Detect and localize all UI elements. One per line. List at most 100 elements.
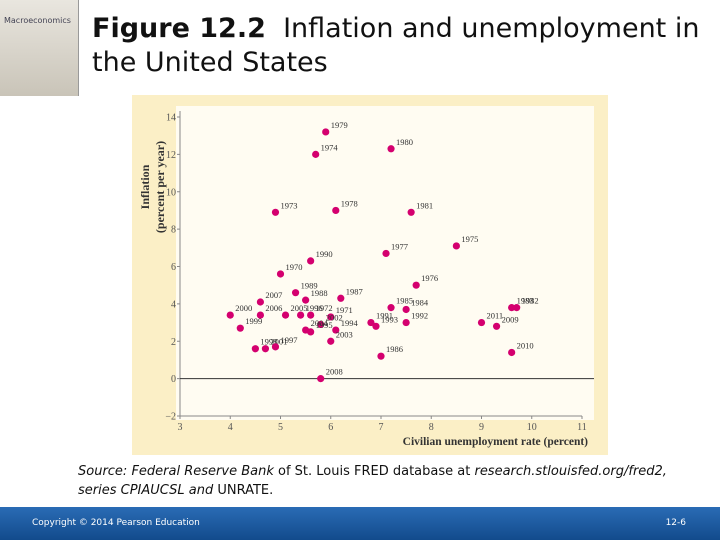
- point-label: 1995: [316, 320, 333, 330]
- data-point: [226, 311, 234, 319]
- book-cover: Macroeconomics: [0, 0, 79, 96]
- x-tick-label: 11: [577, 422, 587, 433]
- point-label: 1979: [331, 120, 348, 130]
- slide-title: Figure 12.2 Inflation and unemployment i…: [92, 12, 720, 80]
- point-label: 1980: [396, 137, 413, 147]
- point-label: 1972: [316, 303, 333, 313]
- y-tick-label: 0: [171, 374, 176, 385]
- x-axis-title: Civilian unemployment rate (percent): [403, 436, 589, 448]
- data-point: [452, 242, 460, 250]
- data-point: [402, 318, 410, 327]
- y-tick-label: 4: [171, 299, 176, 310]
- point-label: 1994: [341, 318, 359, 328]
- y-tick-label: 10: [166, 187, 176, 198]
- point-label: 1986: [386, 344, 403, 354]
- point-label: 1982: [522, 296, 539, 306]
- data-point: [402, 305, 410, 314]
- data-point: [508, 348, 516, 357]
- data-point: [256, 311, 264, 319]
- data-point: [387, 304, 395, 312]
- data-point: [256, 298, 264, 306]
- point-label: 1999: [245, 316, 262, 326]
- point-label: 2010: [517, 340, 534, 350]
- x-tick-label: 8: [429, 422, 434, 433]
- plot-area: [176, 106, 594, 420]
- data-point: [382, 249, 390, 258]
- point-label: 1992: [411, 311, 428, 321]
- data-point: [317, 375, 325, 383]
- x-tick-label: 7: [379, 422, 384, 433]
- point-label: 2011: [487, 311, 504, 321]
- y-tick-label: 8: [171, 225, 176, 236]
- chart: −2 0 2 4 6 8 10 12 14 3 4 5 6 7 8 9 10 11 Civilian unemplo…: [132, 95, 608, 455]
- data-point: [317, 320, 325, 329]
- data-point: [251, 345, 259, 353]
- data-point: [327, 313, 335, 321]
- y-tick-label: 6: [171, 262, 176, 273]
- point-label: 1990: [316, 249, 333, 259]
- point-label: 1996: [306, 303, 323, 313]
- point-label: 2006: [265, 303, 282, 313]
- data-point: [236, 324, 244, 332]
- data-point: [492, 322, 501, 330]
- figure-label: Figure 12.2: [92, 13, 266, 44]
- point-label: 1970: [286, 262, 303, 272]
- y-tick-label: 12: [166, 150, 176, 161]
- x-tick-label: 9: [479, 422, 484, 433]
- point-label: 1978: [341, 198, 358, 208]
- data-point: [307, 257, 315, 265]
- data-point: [508, 304, 516, 312]
- point-label: 2007: [265, 290, 282, 300]
- chart-title: Inflation and unemployment in the United…: [92, 13, 700, 78]
- data-point: [337, 294, 345, 302]
- point-label: 1987: [346, 286, 363, 296]
- data-point: [312, 150, 320, 158]
- data-point: [327, 337, 335, 345]
- x-tick-label: 6: [328, 422, 333, 433]
- y-axis-title-line: Inflation: [138, 164, 152, 209]
- point-label: 2004: [311, 318, 329, 328]
- point-label: 2001: [270, 337, 287, 347]
- data-point: [307, 311, 315, 319]
- point-label: 2008: [326, 367, 343, 377]
- data-point: [307, 328, 315, 336]
- point-label: 2003: [336, 329, 353, 339]
- source-text: Source: Federal Reserve Bank: [78, 464, 274, 479]
- data-point: [291, 289, 300, 297]
- footer: Copyright © 2014 Pearson Education 12-6: [0, 507, 720, 540]
- page-number: 12-6: [665, 518, 686, 528]
- point-label: 1984: [411, 297, 429, 307]
- source-text: series CPIAUCSL: [78, 483, 185, 498]
- point-label: 1971: [336, 305, 353, 315]
- data-point: [322, 128, 330, 136]
- point-label: 2005: [291, 303, 308, 313]
- data-point: [412, 281, 420, 289]
- data-point: [297, 311, 305, 319]
- point-label: 1985: [396, 296, 413, 306]
- point-label: 1997: [280, 335, 297, 345]
- data-point: [367, 318, 375, 327]
- source-text: and: [184, 483, 214, 498]
- point-label: 1998: [260, 337, 277, 347]
- point-label: 2002: [326, 312, 343, 322]
- data-point: [261, 345, 270, 353]
- data-point: [513, 304, 521, 312]
- source-text: of St. Louis FRED database at: [273, 464, 475, 479]
- data-point: [477, 318, 486, 327]
- point-label: 2009: [502, 314, 519, 324]
- cover-title: Macroeconomics: [4, 16, 71, 25]
- point-label: 1974: [321, 142, 339, 152]
- point-label: 1976: [421, 273, 438, 283]
- y-tick-label: −2: [165, 412, 176, 423]
- data-point: [276, 270, 285, 278]
- data-point: [281, 311, 290, 319]
- point-label: 1983: [517, 296, 534, 306]
- data-point: [372, 322, 380, 330]
- y-axis-title: Inflation(percent per year): [138, 141, 167, 233]
- point-label: 1977: [391, 241, 408, 251]
- data-point: [332, 206, 340, 215]
- source-text: research.stlouisfed.org/fred2,: [474, 464, 667, 479]
- data-point: [377, 352, 385, 360]
- point-label: 1981: [416, 200, 433, 210]
- point-label: 1975: [461, 234, 478, 244]
